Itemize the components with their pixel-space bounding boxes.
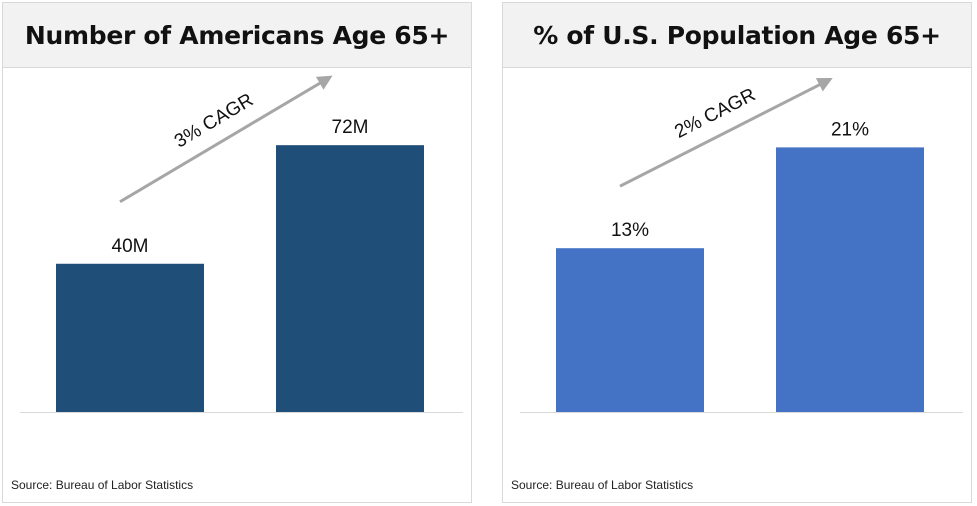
source-note: Source: Bureau of Labor Statistics bbox=[11, 478, 194, 492]
panel-header: % of U.S. Population Age 65+ bbox=[503, 3, 971, 68]
data-label: 21% bbox=[831, 119, 869, 140]
bar-chart: 13%201121%20402% CAGR bbox=[520, 78, 963, 413]
cagr-annotation: 3% CAGR bbox=[171, 90, 257, 153]
cagr-annotation: 2% CAGR bbox=[671, 84, 759, 142]
data-label: 40M bbox=[112, 236, 149, 257]
cagr-arrow bbox=[619, 78, 833, 188]
cagr-arrow bbox=[119, 75, 333, 204]
bar-2010 bbox=[56, 263, 204, 412]
data-label: 13% bbox=[611, 220, 649, 241]
chart-panel-percent-65: % of U.S. Population Age 65+ 13%201121%2… bbox=[502, 2, 972, 503]
plot-area: 40M201072M20303% CAGR bbox=[3, 67, 471, 419]
chart-panel-americans-65: Number of Americans Age 65+ 40M201072M20… bbox=[2, 2, 472, 503]
plot-area: 13%201121%20402% CAGR bbox=[503, 67, 971, 419]
bar-2030 bbox=[276, 145, 424, 413]
bar-chart: 40M201072M20303% CAGR bbox=[20, 75, 463, 413]
bar-2040 bbox=[776, 147, 924, 412]
bar-2011 bbox=[556, 248, 704, 412]
panel-header: Number of Americans Age 65+ bbox=[3, 3, 471, 68]
chart-title: Number of Americans Age 65+ bbox=[24, 20, 450, 50]
source-note: Source: Bureau of Labor Statistics bbox=[511, 478, 694, 492]
data-label: 72M bbox=[332, 117, 369, 138]
chart-title: % of U.S. Population Age 65+ bbox=[533, 20, 941, 50]
